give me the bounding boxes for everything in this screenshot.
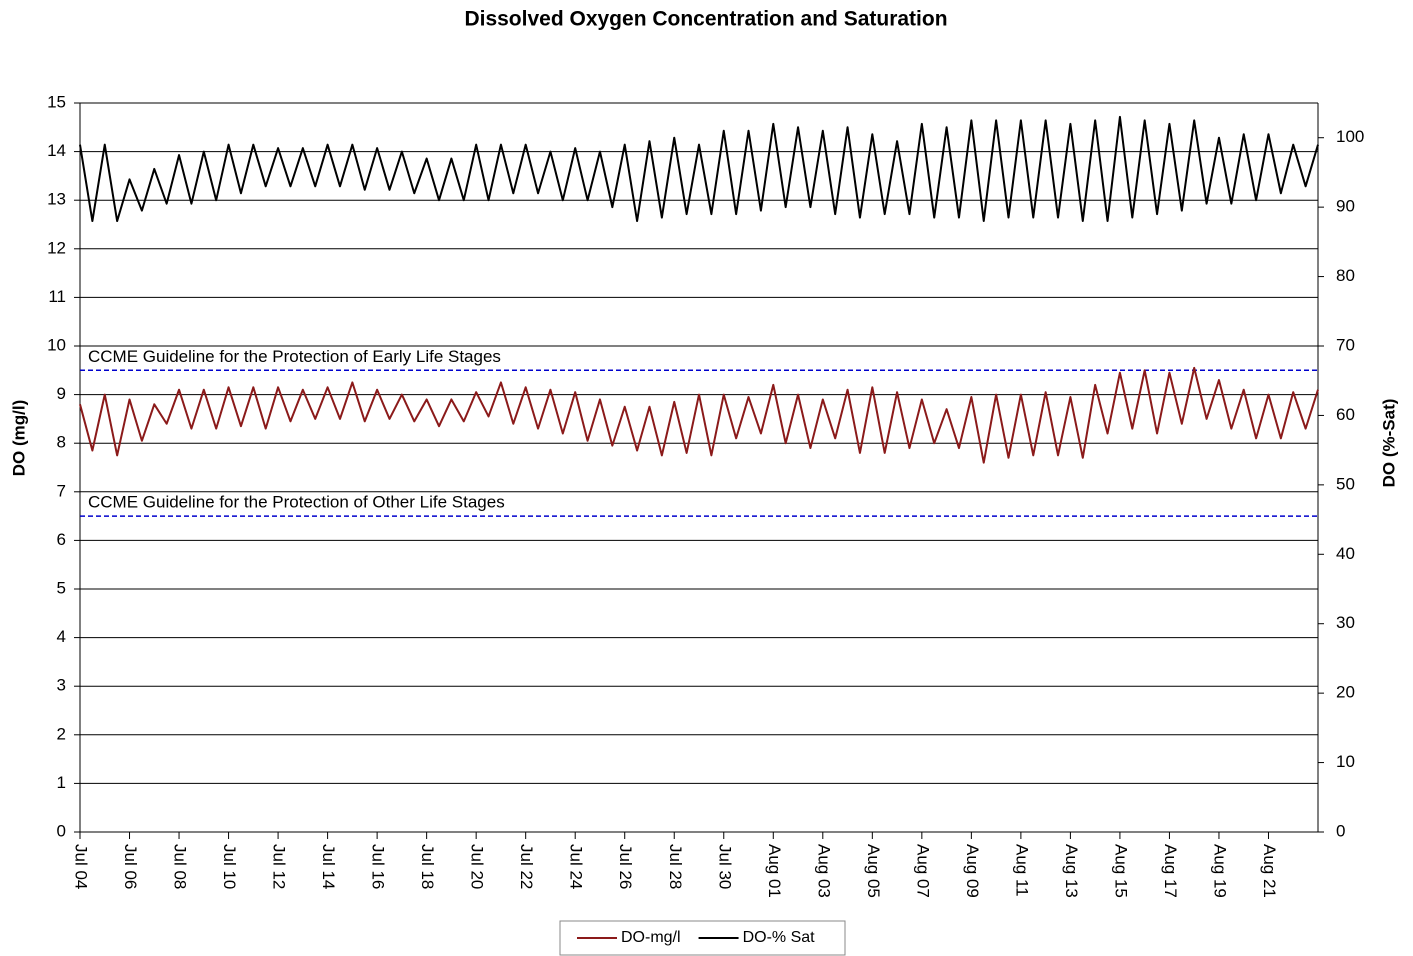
y-tick-label: 9 bbox=[57, 384, 66, 403]
x-tick-label: Jul 26 bbox=[616, 844, 635, 889]
x-tick-label: Aug 03 bbox=[814, 844, 833, 898]
y-tick-label: 14 bbox=[47, 141, 66, 160]
y2-tick-label: 40 bbox=[1336, 544, 1355, 563]
y2-tick-label: 20 bbox=[1336, 683, 1355, 702]
x-tick-label: Aug 21 bbox=[1260, 844, 1279, 898]
y2-tick-label: 70 bbox=[1336, 335, 1355, 354]
x-tick-label: Jul 14 bbox=[319, 844, 338, 889]
y2-tick-label: 60 bbox=[1336, 405, 1355, 424]
y-tick-label: 5 bbox=[57, 578, 66, 597]
y2-tick-label: 90 bbox=[1336, 197, 1355, 216]
x-tick-label: Aug 15 bbox=[1111, 844, 1130, 898]
x-tick-label: Jul 20 bbox=[468, 844, 487, 889]
y-tick-label: 2 bbox=[57, 724, 66, 743]
x-tick-label: Jul 18 bbox=[418, 844, 437, 889]
x-tick-label: Aug 07 bbox=[913, 844, 932, 898]
legend-label: DO-mg/l bbox=[621, 929, 681, 946]
y-axis-title: DO (mg/l) bbox=[9, 400, 28, 477]
reference-label: CCME Guideline for the Protection of Oth… bbox=[88, 493, 505, 512]
x-tick-label: Jul 08 bbox=[171, 844, 190, 889]
x-tick-label: Jul 22 bbox=[517, 844, 536, 889]
y2-tick-label: 0 bbox=[1336, 821, 1345, 840]
y-tick-label: 10 bbox=[47, 335, 66, 354]
y-tick-label: 7 bbox=[57, 481, 66, 500]
chart-title: Dissolved Oxygen Concentration and Satur… bbox=[464, 8, 947, 31]
y2-axis-title: DO (%-Sat) bbox=[1379, 399, 1398, 488]
x-tick-label: Jul 16 bbox=[369, 844, 388, 889]
x-tick-label: Aug 05 bbox=[864, 844, 883, 898]
x-tick-label: Jul 10 bbox=[220, 844, 239, 889]
series-line bbox=[79, 115, 1319, 223]
x-tick-label: Aug 13 bbox=[1062, 844, 1081, 898]
y2-tick-label: 100 bbox=[1336, 127, 1364, 146]
y2-tick-label: 80 bbox=[1336, 266, 1355, 285]
x-tick-label: Aug 01 bbox=[765, 844, 784, 898]
y-tick-label: 13 bbox=[47, 190, 66, 209]
x-tick-label: Jul 30 bbox=[715, 844, 734, 889]
reference-label: CCME Guideline for the Protection of Ear… bbox=[88, 347, 501, 366]
x-tick-label: Jul 12 bbox=[270, 844, 289, 889]
x-tick-label: Aug 17 bbox=[1161, 844, 1180, 898]
y-tick-label: 12 bbox=[47, 238, 66, 257]
y-tick-label: 0 bbox=[57, 821, 66, 840]
y-tick-label: 4 bbox=[57, 627, 66, 646]
x-tick-label: Jul 04 bbox=[72, 844, 91, 889]
y-tick-label: 11 bbox=[48, 287, 66, 306]
y2-tick-label: 30 bbox=[1336, 613, 1355, 632]
y-tick-label: 1 bbox=[57, 773, 66, 792]
x-tick-label: Aug 09 bbox=[963, 844, 982, 898]
y-tick-label: 8 bbox=[57, 433, 66, 452]
legend-label: DO-% Sat bbox=[743, 929, 816, 946]
y2-tick-label: 10 bbox=[1336, 752, 1355, 771]
series-line bbox=[79, 366, 1319, 464]
y2-tick-label: 50 bbox=[1336, 474, 1355, 493]
y-tick-label: 3 bbox=[57, 676, 66, 695]
x-tick-label: Aug 19 bbox=[1210, 844, 1229, 898]
y-tick-label: 15 bbox=[47, 92, 66, 111]
x-tick-label: Jul 28 bbox=[666, 844, 685, 889]
y-tick-label: 6 bbox=[57, 530, 66, 549]
x-tick-label: Jul 24 bbox=[567, 844, 586, 889]
x-tick-label: Aug 11 bbox=[1012, 844, 1031, 897]
x-tick-label: Jul 06 bbox=[121, 844, 140, 889]
